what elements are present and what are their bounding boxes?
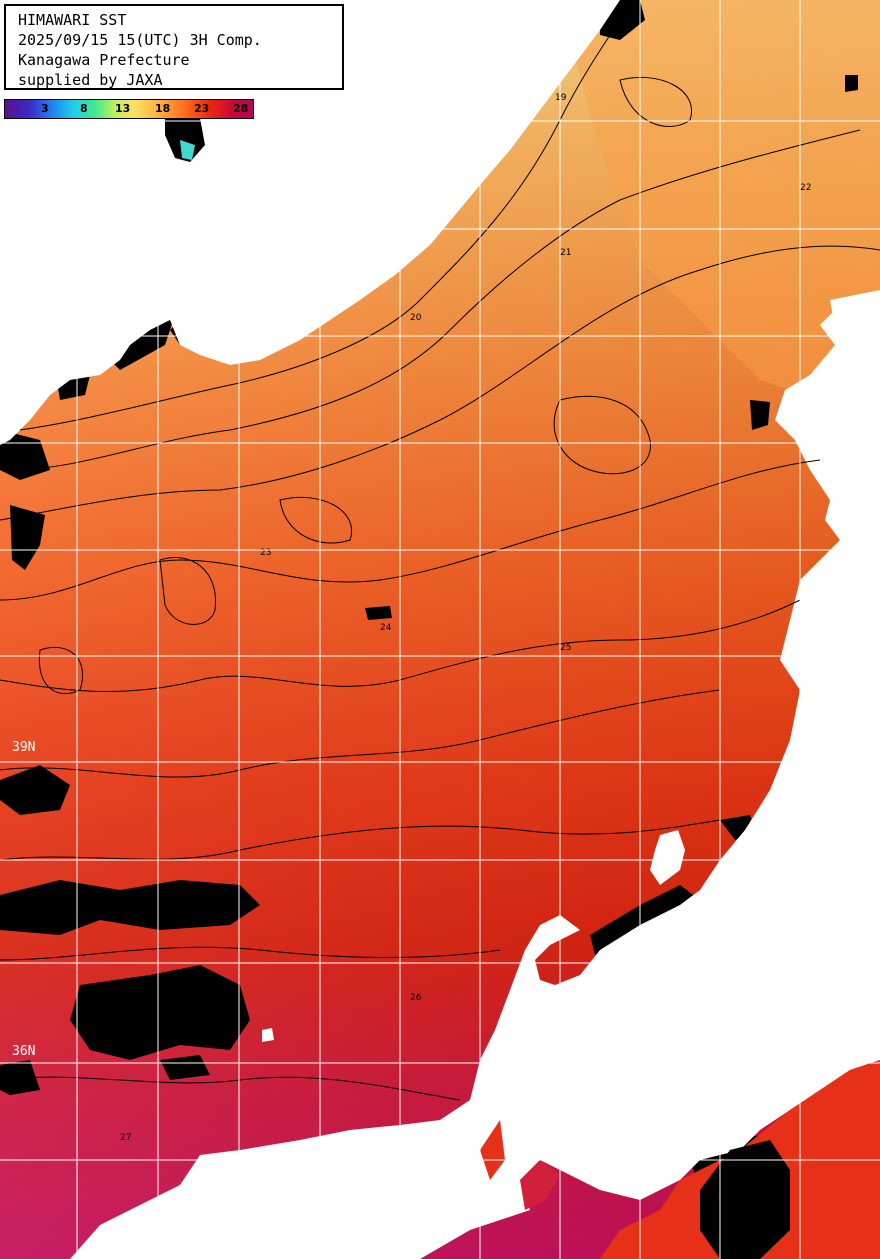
land-honshu (70, 300, 880, 1259)
land-sado (650, 830, 685, 885)
contour-label: 19 (555, 93, 567, 103)
temperature-colorbar: 3 8 13 18 23 28 (4, 99, 254, 119)
contour-label: 24 (380, 623, 392, 633)
contour-label: 26 (410, 993, 422, 1003)
contour-label: 27 (120, 1133, 131, 1143)
map-info-box: HIMAWARI SST 2025/09/15 15(UTC) 3H Comp.… (4, 4, 344, 90)
colorbar-tick: 3 (41, 102, 49, 115)
contour-label: 20 (410, 313, 422, 323)
region-name: Kanagawa Prefecture (18, 51, 190, 69)
data-credit: supplied by JAXA (18, 71, 163, 89)
contour-label: 21 (560, 248, 571, 258)
colorbar-tick: 18 (155, 102, 171, 115)
colorbar-tick: 23 (194, 102, 210, 115)
colorbar-tick: 28 (233, 102, 249, 115)
lat-label-36n: 36N (12, 1044, 36, 1059)
contour-label: 23 (260, 548, 271, 558)
observation-time: 2025/09/15 15(UTC) 3H Comp. (18, 31, 262, 49)
colorbar-tick: 8 (80, 102, 88, 115)
lat-label-39n: 39N (12, 740, 36, 755)
contour-labels: 19 20 21 22 23 24 25 26 27 (120, 93, 811, 1143)
contour-label: 25 (560, 643, 571, 653)
colorbar-tick: 13 (115, 102, 131, 115)
contour-label: 22 (800, 183, 811, 193)
product-title: HIMAWARI SST (18, 11, 127, 29)
